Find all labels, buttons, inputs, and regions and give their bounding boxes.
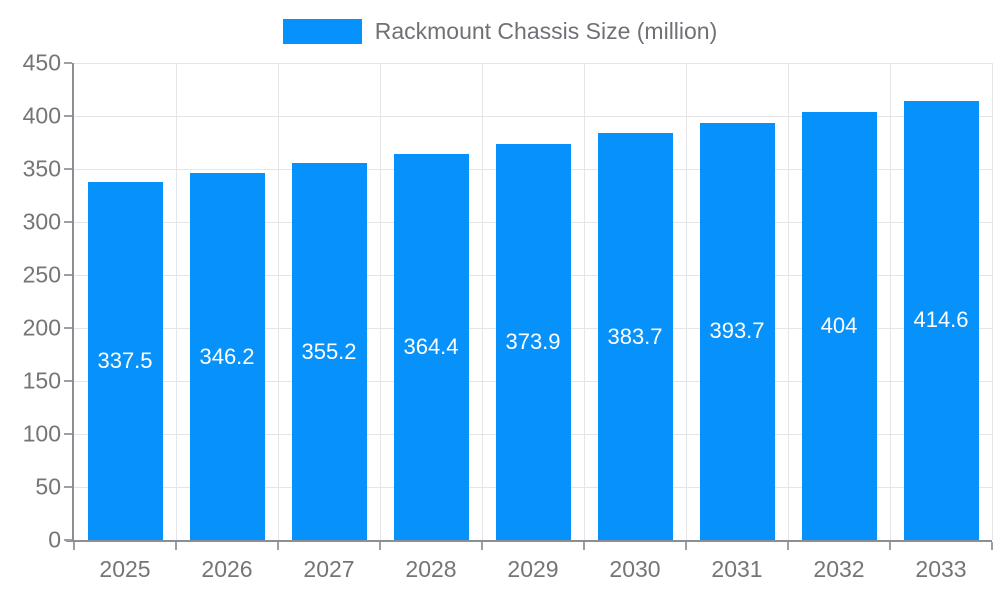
legend-item[interactable]: Rackmount Chassis Size (million) xyxy=(0,17,1000,45)
y-axis-tick-label: 150 xyxy=(22,367,61,394)
x-axis-tick xyxy=(889,542,891,550)
bar-value-label: 414.6 xyxy=(913,307,969,333)
bar-value-label: 404 xyxy=(820,312,858,338)
gridline-vertical xyxy=(685,63,687,540)
x-axis-line xyxy=(66,540,992,542)
gridline-vertical xyxy=(175,63,177,540)
y-axis-tick xyxy=(64,168,72,170)
x-axis-tick xyxy=(175,542,177,550)
y-axis-tick-label: 100 xyxy=(22,420,61,447)
x-axis-tick-label: 2031 xyxy=(711,556,763,582)
bar-value-label: 373.9 xyxy=(505,328,561,354)
gridline-vertical xyxy=(889,63,891,540)
y-axis-tick-label: 450 xyxy=(22,49,61,76)
y-axis-tick-label: 200 xyxy=(22,314,61,341)
y-axis-tick-label: 350 xyxy=(22,155,61,182)
x-axis-tick xyxy=(379,542,381,550)
x-axis-tick xyxy=(991,542,993,550)
x-axis-tick-label: 2029 xyxy=(507,556,559,582)
y-axis-tick-label: 300 xyxy=(22,208,61,235)
y-axis-tick xyxy=(64,327,72,329)
x-axis-tick-label: 2026 xyxy=(201,556,253,582)
x-axis-tick xyxy=(277,542,279,550)
bar-value-label: 337.5 xyxy=(97,348,153,374)
x-axis-tick xyxy=(787,542,789,550)
bar-2027[interactable]: 355.2 xyxy=(291,163,367,540)
gridline-vertical xyxy=(991,63,993,540)
bar-2033[interactable]: 414.6 xyxy=(903,100,979,540)
x-axis-tick-label: 2030 xyxy=(609,556,661,582)
y-axis-tick xyxy=(64,380,72,382)
gridline-horizontal xyxy=(74,62,992,64)
bar-value-label: 364.4 xyxy=(403,333,459,359)
gridline-vertical xyxy=(583,63,585,540)
y-axis-tick xyxy=(64,486,72,488)
bar-2028[interactable]: 364.4 xyxy=(393,153,469,540)
y-axis-tick-label: 0 xyxy=(48,526,61,553)
gridline-vertical xyxy=(787,63,789,540)
y-axis-tick xyxy=(64,539,72,541)
gridline-horizontal xyxy=(74,115,992,117)
bar-value-label: 355.2 xyxy=(301,338,357,364)
x-axis-tick xyxy=(481,542,483,550)
y-axis-line xyxy=(72,63,74,540)
x-axis-tick xyxy=(583,542,585,550)
bar-2025[interactable]: 337.5 xyxy=(87,182,163,540)
y-axis-tick-label: 250 xyxy=(22,261,61,288)
gridline-vertical xyxy=(481,63,483,540)
bar-value-label: 383.7 xyxy=(607,323,663,349)
y-axis-tick xyxy=(64,274,72,276)
bar-value-label: 393.7 xyxy=(709,318,765,344)
bar-2026[interactable]: 346.2 xyxy=(189,173,265,540)
gridline-vertical xyxy=(277,63,279,540)
y-axis-tick xyxy=(64,221,72,223)
bar-2030[interactable]: 383.7 xyxy=(597,133,673,540)
y-axis-tick-label: 50 xyxy=(35,473,61,500)
y-axis-tick xyxy=(64,62,72,64)
legend-swatch xyxy=(282,18,362,44)
y-axis-tick-label: 400 xyxy=(22,102,61,129)
x-axis-tick-label: 2032 xyxy=(813,556,865,582)
x-axis-tick-label: 2027 xyxy=(303,556,355,582)
gridline-vertical xyxy=(379,63,381,540)
x-axis-tick xyxy=(685,542,687,550)
bar-2029[interactable]: 373.9 xyxy=(495,143,571,540)
bar-value-label: 346.2 xyxy=(199,343,255,369)
x-axis-tick-label: 2025 xyxy=(99,556,151,582)
legend-label: Rackmount Chassis Size (million) xyxy=(374,18,718,44)
bar-2031[interactable]: 393.7 xyxy=(699,122,775,540)
x-axis-tick-label: 2028 xyxy=(405,556,457,582)
x-axis-tick xyxy=(73,542,75,550)
bar-2032[interactable]: 404 xyxy=(801,111,877,540)
x-axis-tick-label: 2033 xyxy=(915,556,967,582)
y-axis-tick xyxy=(64,115,72,117)
y-axis-tick xyxy=(64,433,72,435)
